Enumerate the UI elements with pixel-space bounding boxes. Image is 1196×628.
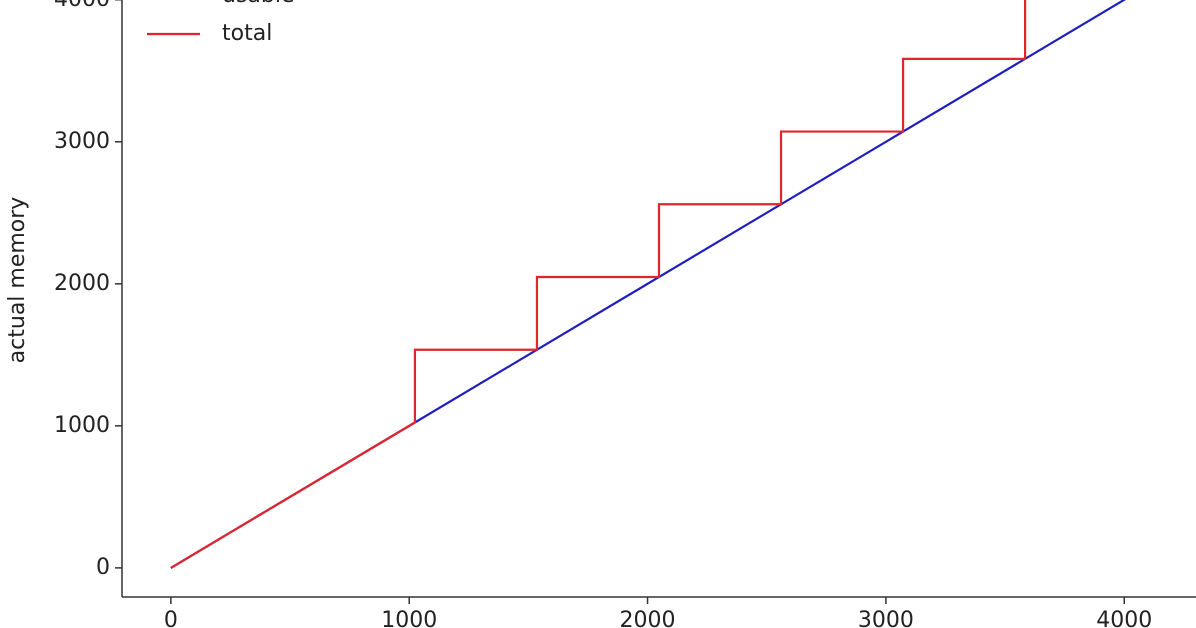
- plot-area: [170, 0, 1126, 569]
- y-tick-label: 2000: [54, 271, 110, 296]
- y-tick-label: 4000: [54, 0, 110, 12]
- series-line: [170, 0, 1126, 569]
- y-tick-label: 1000: [54, 413, 110, 438]
- legend-label: usable: [222, 0, 295, 8]
- x-tick-label: 1000: [381, 608, 437, 628]
- x-tick-label: 3000: [858, 608, 914, 628]
- y-tick-label: 0: [96, 555, 110, 580]
- x-tick-label: 2000: [620, 608, 676, 628]
- y-axis-label: actual memory: [5, 197, 30, 364]
- y-tick-label: 3000: [54, 129, 110, 154]
- x-tick-label: 0: [164, 608, 178, 628]
- series-line: [170, 0, 1027, 569]
- legend-label: total: [222, 21, 272, 46]
- x-tick-label: 4000: [1096, 608, 1152, 628]
